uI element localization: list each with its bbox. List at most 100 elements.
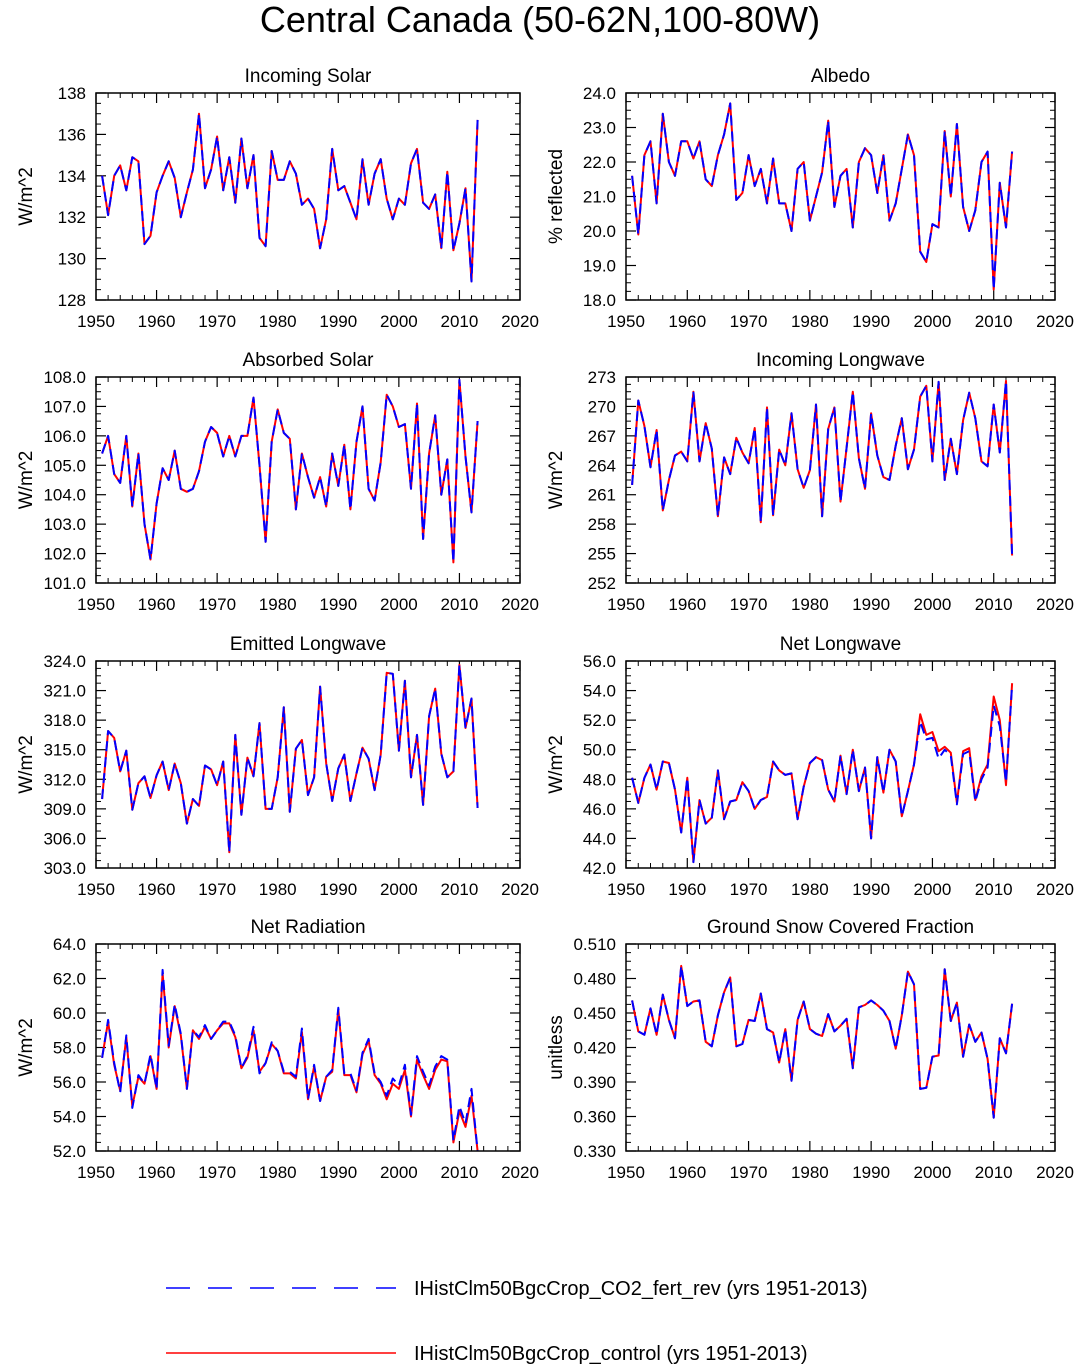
panel-title: Absorbed Solar xyxy=(243,350,375,371)
x-tick-label: 2020 xyxy=(501,1163,539,1182)
y-tick-label: 24.0 xyxy=(583,84,616,103)
y-tick-label: 18.0 xyxy=(583,291,616,310)
panel-0: Incoming Solar W/m^2 1950 1960 1970 1980 1990 2… xyxy=(16,66,539,331)
x-tick-label: 1990 xyxy=(852,880,890,899)
y-tick-label: 264 xyxy=(588,456,616,475)
y-tick-label: 108.0 xyxy=(43,368,86,387)
series-line-co2-fert-rev xyxy=(101,378,479,564)
x-tick-label: 2020 xyxy=(501,880,539,899)
panel-title: Incoming Longwave xyxy=(756,350,925,371)
panel-title: Net Radiation xyxy=(250,917,365,938)
x-tick-label: 2010 xyxy=(441,880,479,899)
x-tick-label: 2010 xyxy=(441,1163,479,1182)
y-tick-label: 270 xyxy=(588,397,616,416)
y-tick-label: 21.0 xyxy=(583,188,616,207)
panel-title: Incoming Solar xyxy=(245,66,372,87)
panel-title: Emitted Longwave xyxy=(230,634,386,655)
y-tick-label: 62.0 xyxy=(53,970,86,989)
y-tick-label: 273 xyxy=(588,368,616,387)
x-tick-label: 2010 xyxy=(975,1163,1013,1182)
x-tick-label: 2020 xyxy=(501,312,539,331)
x-tick-label: 1980 xyxy=(791,880,829,899)
x-tick-label: 1990 xyxy=(319,312,357,331)
y-tick-label: 312.0 xyxy=(43,770,86,789)
plot-frame xyxy=(625,660,1056,869)
y-tick-label: 20.0 xyxy=(583,222,616,241)
y-tick-label: 52.0 xyxy=(53,1142,86,1161)
x-tick-label: 1950 xyxy=(607,312,645,331)
y-axis-label: W/m^2 xyxy=(16,451,37,510)
x-tick-label: 2010 xyxy=(975,312,1013,331)
panel-6: Net Radiation W/m^2 1950 1960 1970 1980 1990 20… xyxy=(16,917,539,1182)
y-tick-label: 54.0 xyxy=(583,682,616,701)
x-tick-label: 1990 xyxy=(852,312,890,331)
y-tick-label: 64.0 xyxy=(53,935,86,954)
x-tick-label: 1970 xyxy=(730,880,768,899)
y-tick-label: 309.0 xyxy=(43,800,86,819)
y-tick-label: 255 xyxy=(588,545,616,564)
x-tick-label: 2010 xyxy=(975,595,1013,614)
y-tick-label: 56.0 xyxy=(53,1073,86,1092)
y-tick-label: 56.0 xyxy=(583,652,616,671)
y-tick-label: 252 xyxy=(588,574,616,593)
y-tick-label: 324.0 xyxy=(43,652,86,671)
y-tick-label: 0.450 xyxy=(573,1004,616,1023)
y-tick-label: 0.390 xyxy=(573,1073,616,1092)
y-tick-label: 19.0 xyxy=(583,257,616,276)
x-tick-label: 2000 xyxy=(914,880,952,899)
series-line-co2-fert-rev xyxy=(631,684,1014,864)
y-tick-label: 321.0 xyxy=(43,682,86,701)
x-tick-label: 2010 xyxy=(975,880,1013,899)
y-tick-label: 44.0 xyxy=(583,829,616,848)
x-tick-label: 1970 xyxy=(198,1163,236,1182)
y-tick-label: 318.0 xyxy=(43,711,86,730)
x-tick-label: 2000 xyxy=(380,880,418,899)
legend-label: IHistClm50BgcCrop_control (yrs 1951-2013… xyxy=(414,1343,808,1364)
panel-title: Net Longwave xyxy=(780,634,901,655)
series-line-control xyxy=(101,663,479,854)
x-tick-label: 1980 xyxy=(259,312,297,331)
y-tick-label: 0.480 xyxy=(573,970,616,989)
plot-frame xyxy=(95,943,521,1152)
legend-label: IHistClm50BgcCrop_CO2_fert_rev (yrs 1951… xyxy=(414,1278,868,1300)
y-tick-label: 0.360 xyxy=(573,1108,616,1127)
x-tick-label: 1980 xyxy=(259,880,297,899)
y-tick-label: 103.0 xyxy=(43,515,86,534)
x-tick-label: 1970 xyxy=(730,595,768,614)
plot-frame xyxy=(95,660,521,869)
y-tick-label: 130 xyxy=(58,250,86,269)
series-line-control xyxy=(631,102,1014,291)
x-tick-label: 1970 xyxy=(198,880,236,899)
y-tick-label: 48.0 xyxy=(583,770,616,789)
x-tick-label: 2020 xyxy=(1036,595,1074,614)
x-tick-label: 1980 xyxy=(791,312,829,331)
series-line-co2-fert-rev xyxy=(631,964,1014,1119)
figure-title: Central Canada (50-62N,100-80W) xyxy=(259,0,821,40)
x-tick-label: 2020 xyxy=(1036,1163,1074,1182)
x-tick-label: 1950 xyxy=(77,312,115,331)
y-axis-label: unitless xyxy=(546,1015,567,1079)
y-tick-label: 0.330 xyxy=(573,1142,616,1161)
y-tick-label: 128 xyxy=(58,291,86,310)
y-tick-label: 107.0 xyxy=(43,397,86,416)
x-tick-label: 2000 xyxy=(380,595,418,614)
panel-5: Net Longwave W/m^2 1950 1960 1970 1980 1990 200… xyxy=(546,634,1074,899)
x-tick-label: 2020 xyxy=(501,595,539,614)
series-line-control xyxy=(631,964,1014,1119)
panel-title: Albedo xyxy=(811,66,870,87)
series-line-co2-fert-rev xyxy=(101,112,479,283)
x-tick-label: 1960 xyxy=(138,595,176,614)
x-tick-label: 2000 xyxy=(914,595,952,614)
x-tick-label: 1990 xyxy=(319,1163,357,1182)
y-tick-label: 105.0 xyxy=(43,456,86,475)
y-axis-label: W/m^2 xyxy=(16,735,37,794)
x-tick-label: 1980 xyxy=(791,595,829,614)
series-line-control xyxy=(101,378,479,564)
x-tick-label: 2010 xyxy=(441,595,479,614)
panel-3: Incoming Longwave W/m^2 1950 1960 1970 1980 19… xyxy=(546,350,1074,614)
y-tick-label: 60.0 xyxy=(53,1004,86,1023)
x-tick-label: 2000 xyxy=(380,1163,418,1182)
x-tick-label: 2010 xyxy=(441,312,479,331)
y-tick-label: 261 xyxy=(588,486,616,505)
y-tick-label: 42.0 xyxy=(583,859,616,878)
